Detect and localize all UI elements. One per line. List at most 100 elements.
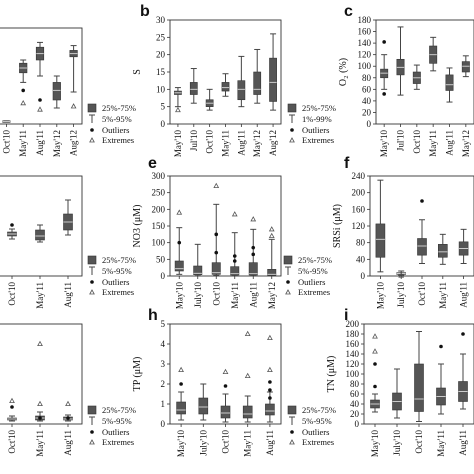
category-label: May'10 <box>176 430 186 458</box>
box-1 <box>7 397 17 422</box>
box-5 <box>458 228 469 264</box>
category-label: Aug'11 <box>236 130 246 156</box>
category-label: Aug'11 <box>63 282 73 308</box>
extreme-point <box>398 272 405 278</box>
y-tick-label: 5 <box>161 102 166 112</box>
category-label: Aug'11 <box>445 130 455 156</box>
outlier-point <box>232 259 237 263</box>
panels-layer: Oct'10 May'11 Aug'11 May'12 Aug'1225%-75%5%-… <box>0 3 474 457</box>
y-tick-label: 40 <box>362 96 372 106</box>
y-tick-label: 60 <box>362 84 372 94</box>
y-tick-label: 140 <box>358 38 372 48</box>
y-tick-label: 120 <box>346 359 360 369</box>
box-5 <box>69 45 78 109</box>
box-1 <box>370 333 380 413</box>
category-label: May'11 <box>243 430 253 457</box>
category-label: Aug'12 <box>69 130 79 156</box>
legend-outlier-swatch <box>90 280 94 284</box>
box-2 <box>35 224 45 243</box>
outlier-point <box>251 252 256 257</box>
outlier-point <box>382 40 386 44</box>
y-tick-label: 180 <box>358 15 372 25</box>
category-label: July'10 <box>198 430 208 456</box>
y-tick-label: 15 <box>156 67 166 77</box>
box-2 <box>35 340 45 422</box>
iqr-box <box>35 229 45 241</box>
extreme-point <box>372 348 378 354</box>
outlier-point <box>461 332 465 336</box>
iqr-box <box>52 82 61 101</box>
category-label: Oct'10 <box>221 430 231 454</box>
category-label: May'12 <box>252 130 262 157</box>
legend-extreme-label: Extremes <box>102 287 134 297</box>
outlier-point <box>420 199 424 203</box>
category-label: May'11 <box>428 130 438 157</box>
box-5 <box>248 216 258 277</box>
legend-box-label: 25%-75% <box>302 103 336 113</box>
legend-whisker-label: 5%-95% <box>302 416 332 426</box>
legend-extreme-label: Extremes <box>302 437 334 447</box>
box-2 <box>193 243 203 277</box>
iqr-box <box>265 403 275 416</box>
category-label: Aug'11 <box>248 282 258 308</box>
category-label: May'10 <box>370 430 380 458</box>
box-4 <box>230 211 240 277</box>
extreme-point <box>267 334 273 341</box>
box-1 <box>375 179 386 273</box>
box-6 <box>461 55 470 78</box>
y-tick-label: 200 <box>352 188 366 198</box>
iqr-box <box>237 80 246 101</box>
y-tick-label: 0 <box>361 271 366 281</box>
iqr-box <box>417 238 427 256</box>
category-label: Oct'10 <box>414 430 424 454</box>
iqr-box <box>375 223 386 258</box>
iqr-box <box>461 61 470 73</box>
category-label: Oct'10 <box>417 282 427 306</box>
legend-box-label: 25%-75% <box>102 405 136 415</box>
extreme-point <box>268 232 275 239</box>
box-1 <box>7 223 17 240</box>
outlier-point <box>214 250 219 255</box>
plot-frame <box>0 323 83 425</box>
iqr-box <box>248 262 258 276</box>
panel-a: Oct'10 May'11 Aug'11 May'12 Aug'12 25%-75%5%-… <box>0 27 136 157</box>
panel-g: Oct'10 May'11 Aug'11 25%-75%5%-95%OutliersE… <box>0 323 136 457</box>
y-tick-label: 300 <box>152 171 166 181</box>
panel-b: 0 5 10 15 20 25 30 Sb May'10 Jul'10 Oct'10 May'11 Au… <box>132 3 336 157</box>
y-tick-label: 100 <box>358 61 372 71</box>
legend-outlier-label: Outliers <box>298 277 325 287</box>
outlier-point <box>382 92 386 96</box>
extreme-point <box>268 226 275 232</box>
y-tick-label: 100 <box>346 369 360 379</box>
category-label: Oct'10 <box>7 282 17 306</box>
y-tick-label: 140 <box>346 349 360 359</box>
legend-outlier-swatch <box>90 128 94 132</box>
iqr-box <box>230 266 240 276</box>
y-tick-label: 0 <box>161 419 166 429</box>
box-2 <box>19 59 28 106</box>
outlier-point <box>10 405 14 409</box>
legend-whisker-label: 1%-99% <box>302 114 332 124</box>
category-label: May'11 <box>35 282 45 309</box>
extreme-point <box>9 397 15 404</box>
panel-letter: f <box>344 155 350 172</box>
legend-outlier-label: Outliers <box>302 427 329 437</box>
iqr-box <box>437 244 448 258</box>
y-tick-label: 25 <box>156 32 166 42</box>
box-1 <box>176 366 186 421</box>
extreme-point <box>70 103 77 109</box>
category-label: Aug'11 <box>35 130 45 156</box>
extreme-point <box>37 106 43 112</box>
legend-extreme-label: Extremes <box>298 287 330 297</box>
outlier-point <box>66 416 70 420</box>
legend-outlier-label: Outliers <box>302 125 329 135</box>
panel-f: 0 40 80 120 160 200 240 SRSi (μM) f May'10 July'10… <box>332 155 474 309</box>
iqr-box <box>221 82 230 92</box>
outlier-point <box>38 416 42 420</box>
box-7 <box>269 33 277 111</box>
box-5 <box>237 55 246 108</box>
plot-frame <box>169 19 282 125</box>
